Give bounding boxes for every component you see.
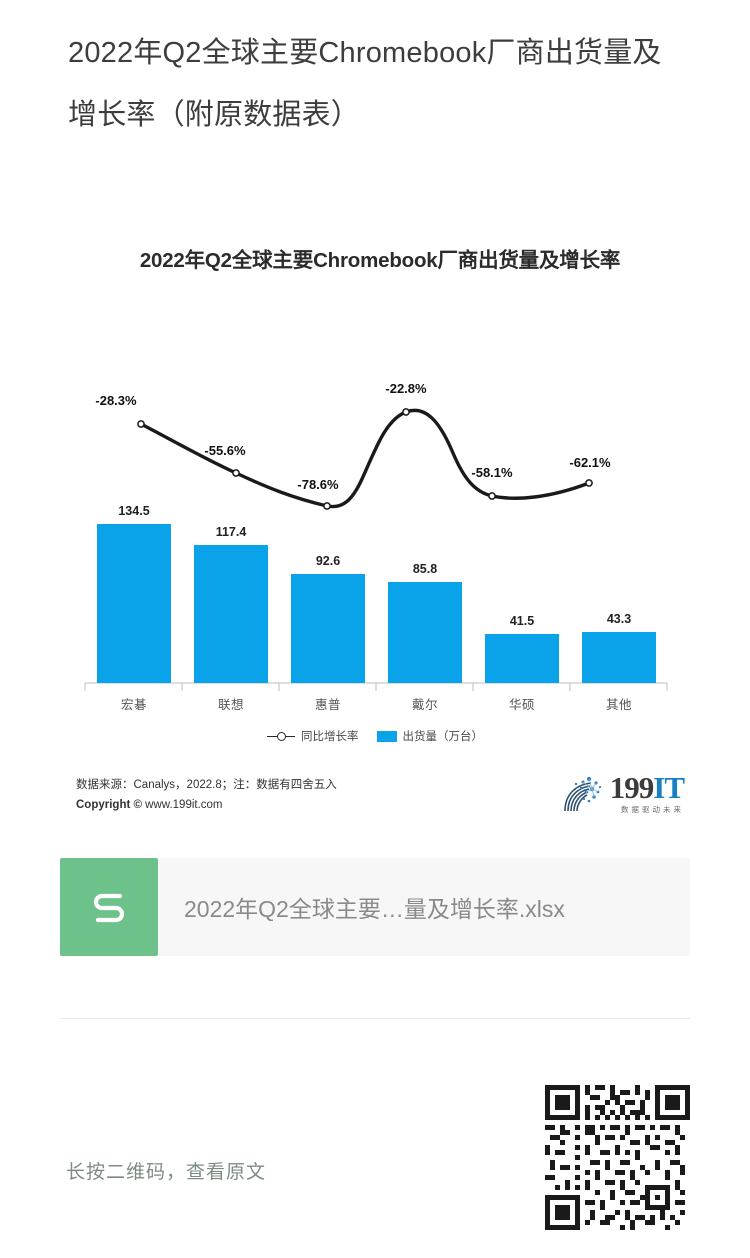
bar-value-label-hp: 92.6 — [315, 554, 341, 568]
line-value-label-asus: -58.1% — [471, 465, 513, 480]
legend-item-growth-rate: 同比增长率 — [267, 728, 359, 744]
copyright-site: www.199it.com — [145, 799, 223, 811]
infographic-image[interactable]: 2022年Q2全球主要Chromebook厂商出货量及增长率 — [60, 215, 690, 840]
section-divider — [60, 1018, 690, 1019]
line-point-acer — [137, 420, 145, 428]
qr-code-icon[interactable] — [545, 1085, 690, 1230]
line-point-lenovo — [232, 469, 240, 477]
line-value-label-other: -62.1% — [569, 455, 611, 470]
bar-value-label-dell: 85.8 — [412, 562, 438, 576]
blue-square-swatch-icon — [376, 730, 397, 742]
category-label-other: 其他 — [605, 698, 632, 712]
bar-hp — [291, 574, 365, 683]
file-name-label: 2022年Q2全球主要…量及增长率.xlsx — [184, 896, 565, 922]
category-label-acer: 宏碁 — [120, 698, 147, 712]
page-title: 2022年Q2全球主要Chromebook厂商出货量及增长率（附原数据表） — [68, 37, 662, 131]
legend-label-growth-rate: 同比增长率 — [301, 731, 359, 743]
bar-value-label-lenovo: 117.4 — [215, 525, 247, 539]
line-value-label-hp: -78.6% — [297, 477, 339, 492]
bar-acer — [97, 524, 171, 683]
bar-dell — [388, 582, 462, 683]
qr-hint-text: 长按二维码，查看原文 — [66, 1162, 267, 1183]
growth-rate-line — [139, 408, 591, 509]
growth-rate-line-series — [137, 408, 593, 510]
category-label-dell: 戴尔 — [411, 698, 438, 712]
brand-wordmark: 199IT 数据驱动未来 — [609, 770, 685, 815]
chart-source-block: 数据来源：Canalys，2022.8；注：数据有四舍五入 Copyright … — [76, 775, 337, 815]
line-value-label-lenovo: -55.6% — [204, 443, 246, 458]
bar-value-label-other: 43.3 — [606, 612, 632, 626]
brand-tagline: 数据驱动未来 — [621, 805, 684, 814]
source-line: 数据来源：Canalys，2022.8；注：数据有四舍五入 — [76, 779, 337, 791]
line-circle-marker-icon — [267, 731, 295, 741]
category-label-hp: 惠普 — [314, 698, 341, 712]
bar-value-label-asus: 41.5 — [509, 614, 535, 628]
bar-lenovo — [194, 545, 268, 683]
file-attachment-card[interactable]: 2022年Q2全球主要…量及增长率.xlsx — [60, 858, 690, 956]
line-value-label-dell: -22.8% — [385, 381, 427, 396]
bar-other — [582, 632, 656, 683]
category-label-lenovo: 联想 — [217, 698, 244, 712]
chart-title: 2022年Q2全球主要Chromebook厂商出货量及增长率 — [139, 249, 621, 272]
line-point-dell — [402, 408, 410, 416]
brand-word-199: 199 — [609, 770, 654, 805]
bar-asus — [485, 634, 559, 683]
bar-series — [97, 524, 656, 683]
copyright-line: Copyright © www.199it.com — [76, 795, 337, 815]
brand-word-it: IT — [653, 770, 685, 805]
line-point-hp — [323, 502, 331, 510]
line-point-other — [585, 479, 593, 487]
legend-label-shipments: 出货量（万台） — [402, 731, 484, 743]
line-point-asus — [488, 492, 496, 500]
wps-sheet-s-icon — [60, 858, 158, 956]
line-value-label-acer: -28.3% — [95, 393, 137, 408]
legend-item-shipments: 出货量（万台） — [376, 728, 484, 744]
category-label-asus: 华硕 — [508, 698, 535, 712]
199it-network-logo-icon — [559, 773, 603, 815]
brand-logo: 199IT 数据驱动未来 — [559, 770, 685, 815]
bar-value-label-acer: 134.5 — [118, 504, 150, 518]
copyright-label: Copyright © — [76, 799, 142, 811]
chart-plot-area: -28.3% -55.6% -78.6% -22.8% -58.1% -62.1… — [60, 215, 690, 745]
chart-legend: 同比增长率 出货量（万台） — [60, 728, 690, 744]
